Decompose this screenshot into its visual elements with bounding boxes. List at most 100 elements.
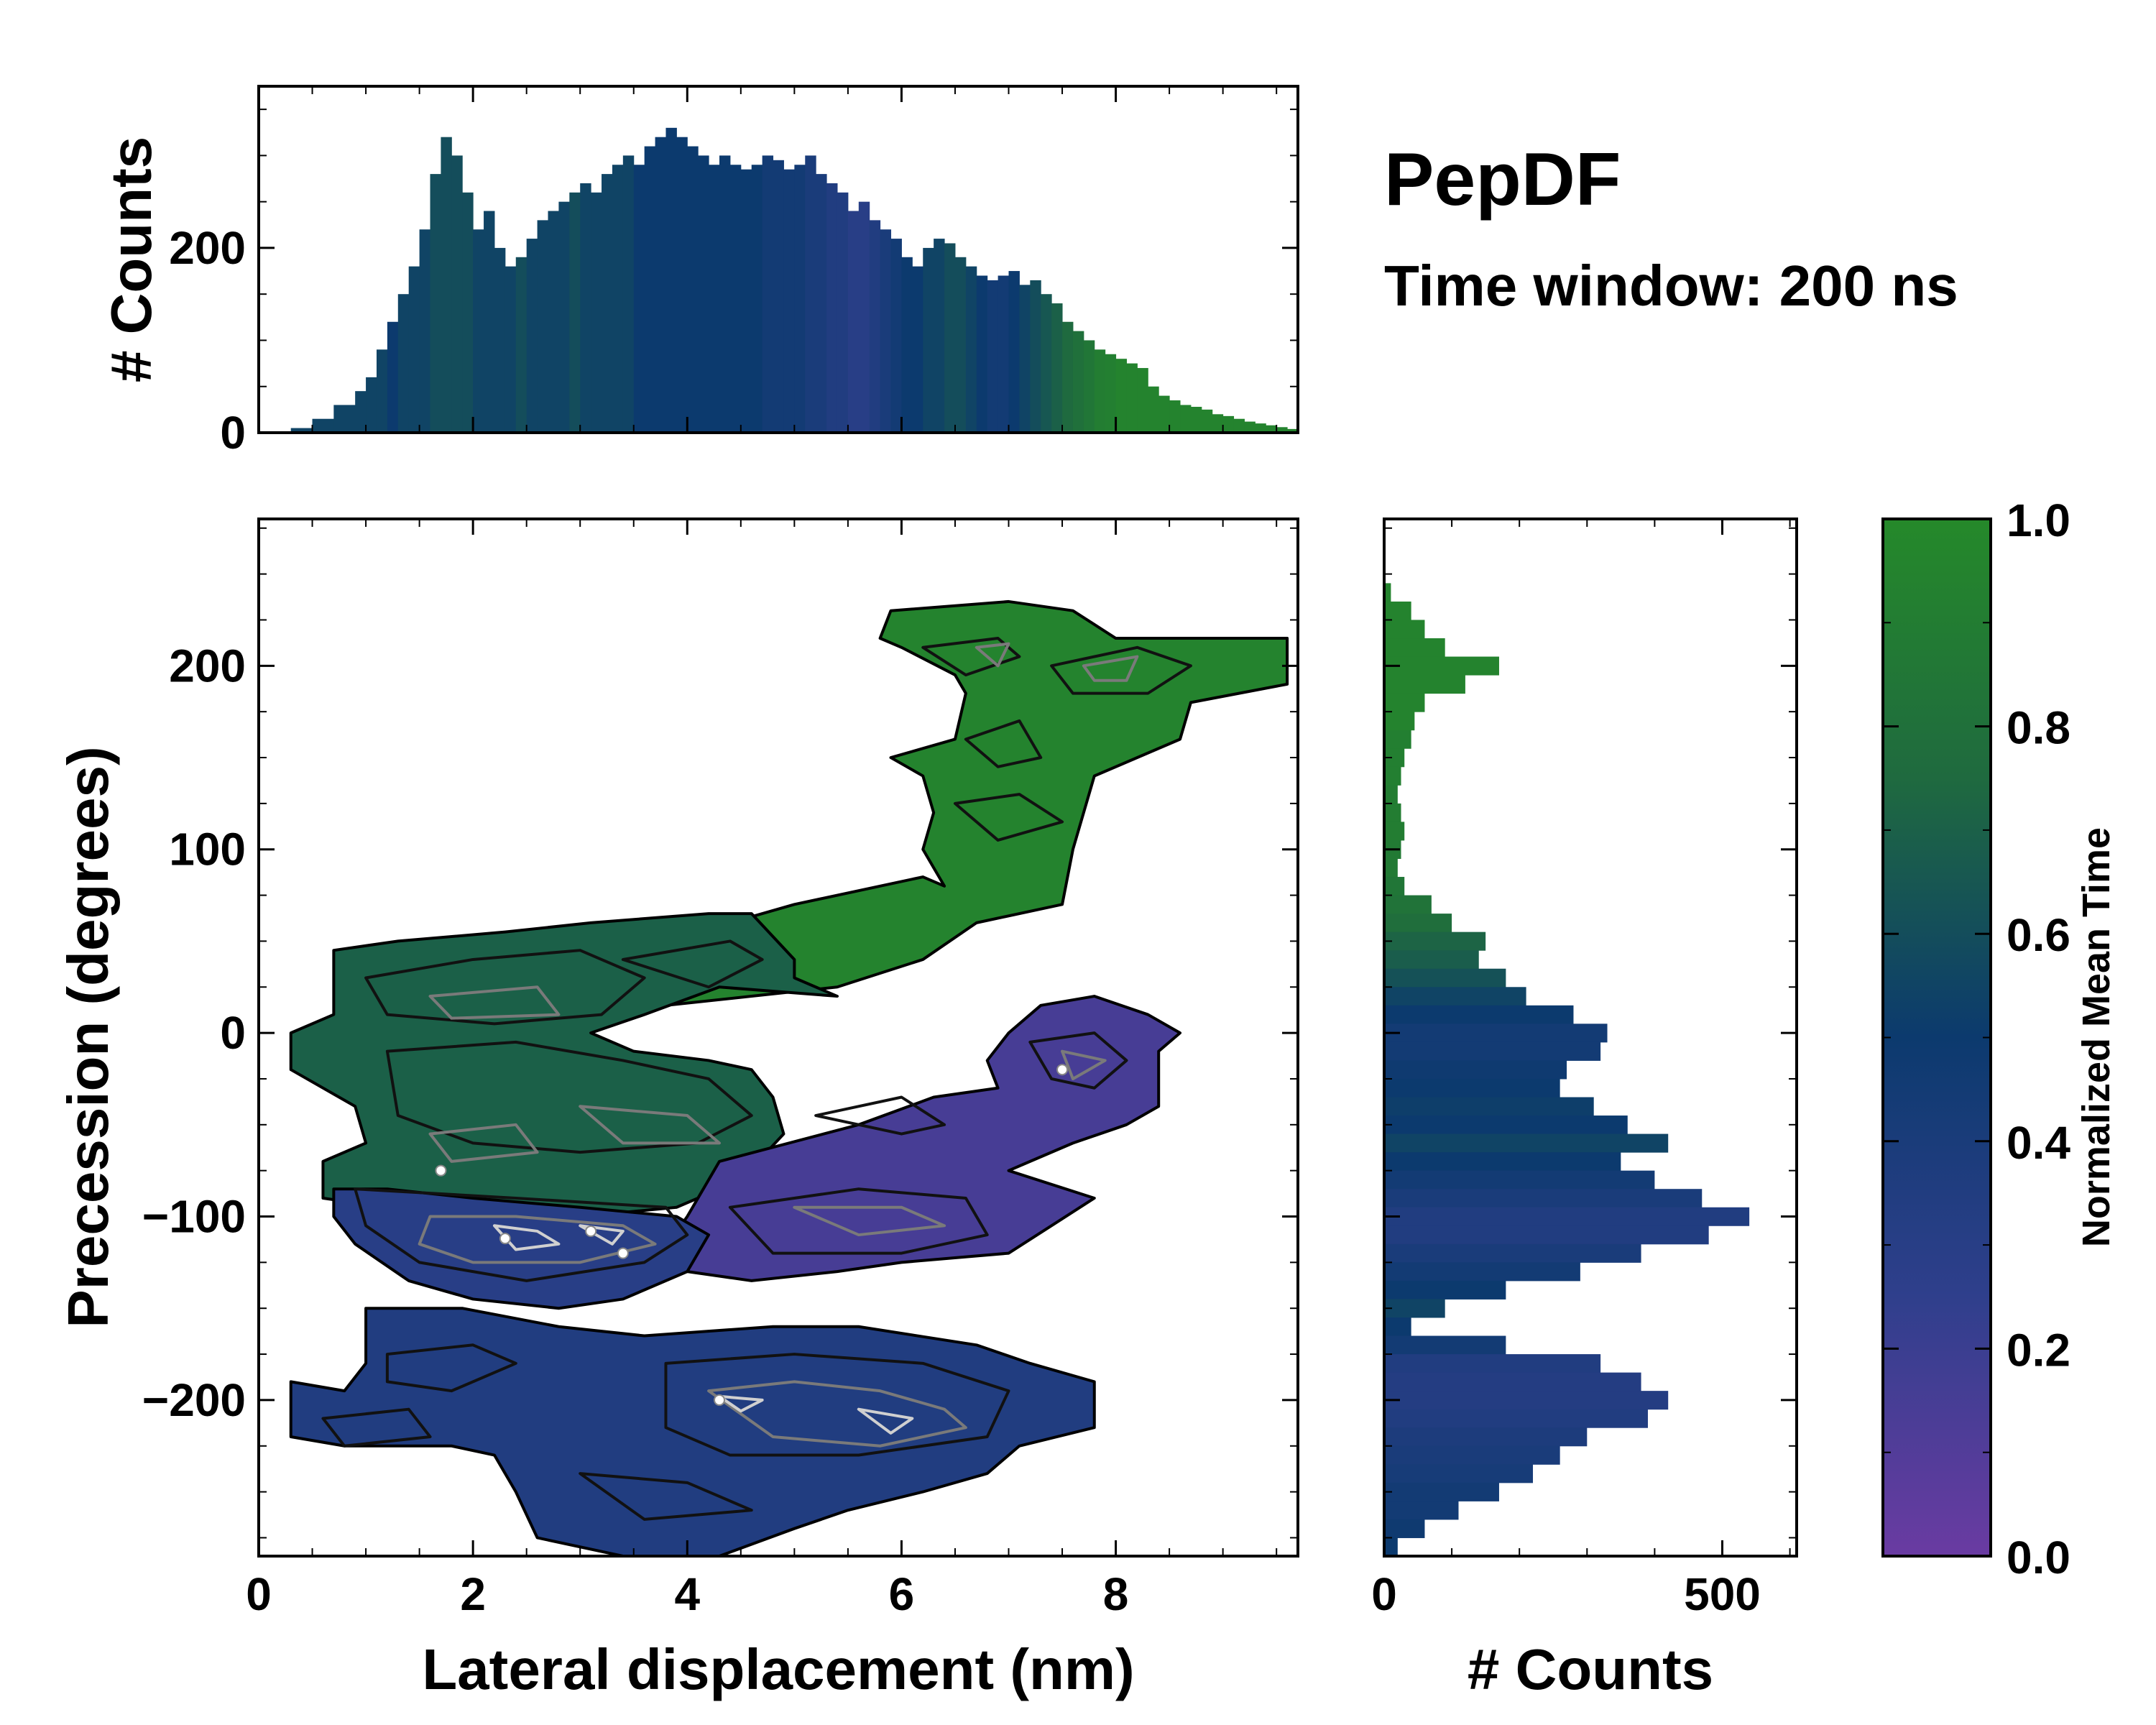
- top-histogram-bar: [1083, 340, 1095, 433]
- top-histogram-bar: [441, 137, 452, 433]
- right-histogram-bar: [1384, 877, 1405, 896]
- main-heatmap-panel: 0 2 4 6 8 −200 −100 0 100 200 Lateral displacemen…: [56, 518, 1299, 1701]
- contour-level-3: [579, 1224, 625, 1246]
- colorbar-tick-label: 0.4: [2007, 1117, 2070, 1169]
- right-histogram-bar: [1384, 1262, 1580, 1282]
- main-ytick-label: 0: [220, 1007, 246, 1059]
- top-histogram-bar: [376, 349, 388, 433]
- contour-level-3: [718, 1394, 764, 1413]
- top-histogram-bar: [408, 266, 420, 433]
- top-histogram-bar: [709, 165, 720, 433]
- top-histogram-bar: [1137, 368, 1148, 433]
- main-ytick-label: 100: [169, 824, 246, 875]
- top-histogram-bar: [1008, 271, 1020, 433]
- heatmap-regions: [287, 597, 1291, 1556]
- right-histogram-bar: [1384, 675, 1465, 694]
- top-histogram-bar: [366, 377, 377, 433]
- right-histogram-bar: [1384, 693, 1425, 712]
- top-histogram-bar: [1105, 354, 1117, 433]
- top-histogram-bar: [1062, 321, 1074, 433]
- top-histogram-bar: [397, 294, 410, 433]
- right-histogram-bars: [1384, 583, 1750, 1556]
- right-histogram-bar: [1384, 1189, 1703, 1208]
- top-histogram-bar: [1041, 294, 1052, 433]
- top-histogram-bar: [762, 155, 774, 433]
- top-histogram-bar: [548, 211, 559, 433]
- right-histogram-bar: [1384, 1060, 1567, 1080]
- main-ytick-label: −200: [142, 1374, 246, 1426]
- right-histogram-bar: [1384, 1354, 1601, 1374]
- top-histogram-bar: [312, 418, 334, 433]
- colorbar-tick-label: 0.8: [2007, 702, 2070, 754]
- contour-level-2: [793, 1205, 946, 1237]
- top-histogram-bar: [1233, 418, 1245, 433]
- top-histogram-bar: [923, 247, 934, 433]
- top-histogram-bar: [773, 160, 784, 433]
- top-histogram-bar: [1276, 427, 1288, 433]
- top-histogram-bar: [890, 239, 902, 433]
- top-histogram-bar: [837, 192, 849, 433]
- top-histogram-bar: [934, 239, 945, 433]
- top-histogram-bar: [965, 266, 977, 433]
- right-histogram-bar: [1384, 712, 1415, 731]
- top-histogram-bar: [1094, 349, 1106, 433]
- colorbar-panel: 0.0 0.2 0.4 0.6 0.8 1.0 Normalized Mean Time: [1881, 494, 2118, 1583]
- top-histogram-panel: 0 200 # Counts: [99, 85, 1299, 459]
- right-histogram-bar: [1384, 1519, 1425, 1538]
- contour-level-2: [707, 1380, 967, 1448]
- top-histogram-bar: [880, 229, 892, 433]
- top-histogram-bar: [816, 174, 827, 433]
- heatmap-region-lower-band: [289, 1307, 1096, 1556]
- contour-level-1: [364, 949, 646, 1026]
- right-histogram-bar: [1384, 1024, 1608, 1043]
- top-histogram-bar: [515, 257, 528, 433]
- top-histogram-bar: [655, 137, 666, 433]
- right-histogram-bar: [1384, 1280, 1506, 1300]
- contour-level-1: [664, 1353, 1010, 1457]
- top-histogram-bar: [783, 169, 795, 433]
- top-histogram-bar: [558, 201, 570, 433]
- right-histogram-panel: 0 500 # Counts: [1371, 518, 1798, 1701]
- contour-level-1: [621, 939, 764, 989]
- right-histogram-bar: [1384, 803, 1401, 822]
- right-histogram-bar: [1384, 1041, 1601, 1061]
- colorbar-tick-label: 0.0: [2007, 1532, 2070, 1583]
- main-heatmap-frame: [257, 518, 1299, 1558]
- main-heatmap-xlabel: Lateral displacement (nm): [422, 1637, 1134, 1701]
- top-histogram-bar: [1072, 331, 1084, 433]
- contour-level-1: [814, 1095, 946, 1136]
- top-histogram-bars: [290, 127, 1298, 433]
- top-histogram-bar: [826, 183, 838, 433]
- right-histogram-bar: [1384, 1317, 1411, 1337]
- top-histogram-bar: [687, 146, 699, 433]
- top-histogram-bar: [633, 165, 645, 433]
- top-histogram-bar: [729, 165, 742, 433]
- top-histogram-bar: [526, 239, 538, 433]
- heatmap-peak: [435, 1164, 447, 1177]
- contour-level-1: [354, 1187, 689, 1282]
- right-histogram-bar: [1384, 1482, 1499, 1501]
- top-histogram-bar: [1255, 423, 1266, 433]
- main-xtick-label: 6: [889, 1568, 915, 1620]
- top-histogram-bar: [612, 165, 624, 433]
- colorbar-tick-label: 0.2: [2007, 1324, 2070, 1376]
- colorbar-gradient: [1883, 519, 1991, 1556]
- right-histogram-bar: [1384, 1391, 1669, 1410]
- right-histogram-bar: [1384, 1299, 1445, 1318]
- contour-level-2: [428, 1123, 539, 1163]
- right-histogram-bar: [1384, 785, 1398, 804]
- contour-level-1: [385, 1343, 517, 1393]
- main-heatmap-ylabel: Precession (degrees): [56, 746, 120, 1328]
- right-histogram-bar: [1384, 1005, 1574, 1024]
- top-histogram-bar: [1126, 363, 1138, 433]
- colorbar-ticks: 0.0 0.2 0.4 0.6 0.8 1.0: [1883, 494, 2070, 1583]
- right-histogram-bar: [1384, 1097, 1594, 1116]
- right-histogram-bar: [1384, 1409, 1648, 1428]
- top-histogram-bar: [794, 165, 806, 433]
- main-xtick-label: 2: [460, 1568, 486, 1620]
- top-histogram-bar: [494, 247, 506, 433]
- top-ytick-label: 200: [169, 222, 246, 274]
- top-histogram-bar: [333, 405, 356, 433]
- top-histogram-bar: [290, 428, 313, 433]
- top-histogram-ticks: 0 200: [169, 86, 1298, 459]
